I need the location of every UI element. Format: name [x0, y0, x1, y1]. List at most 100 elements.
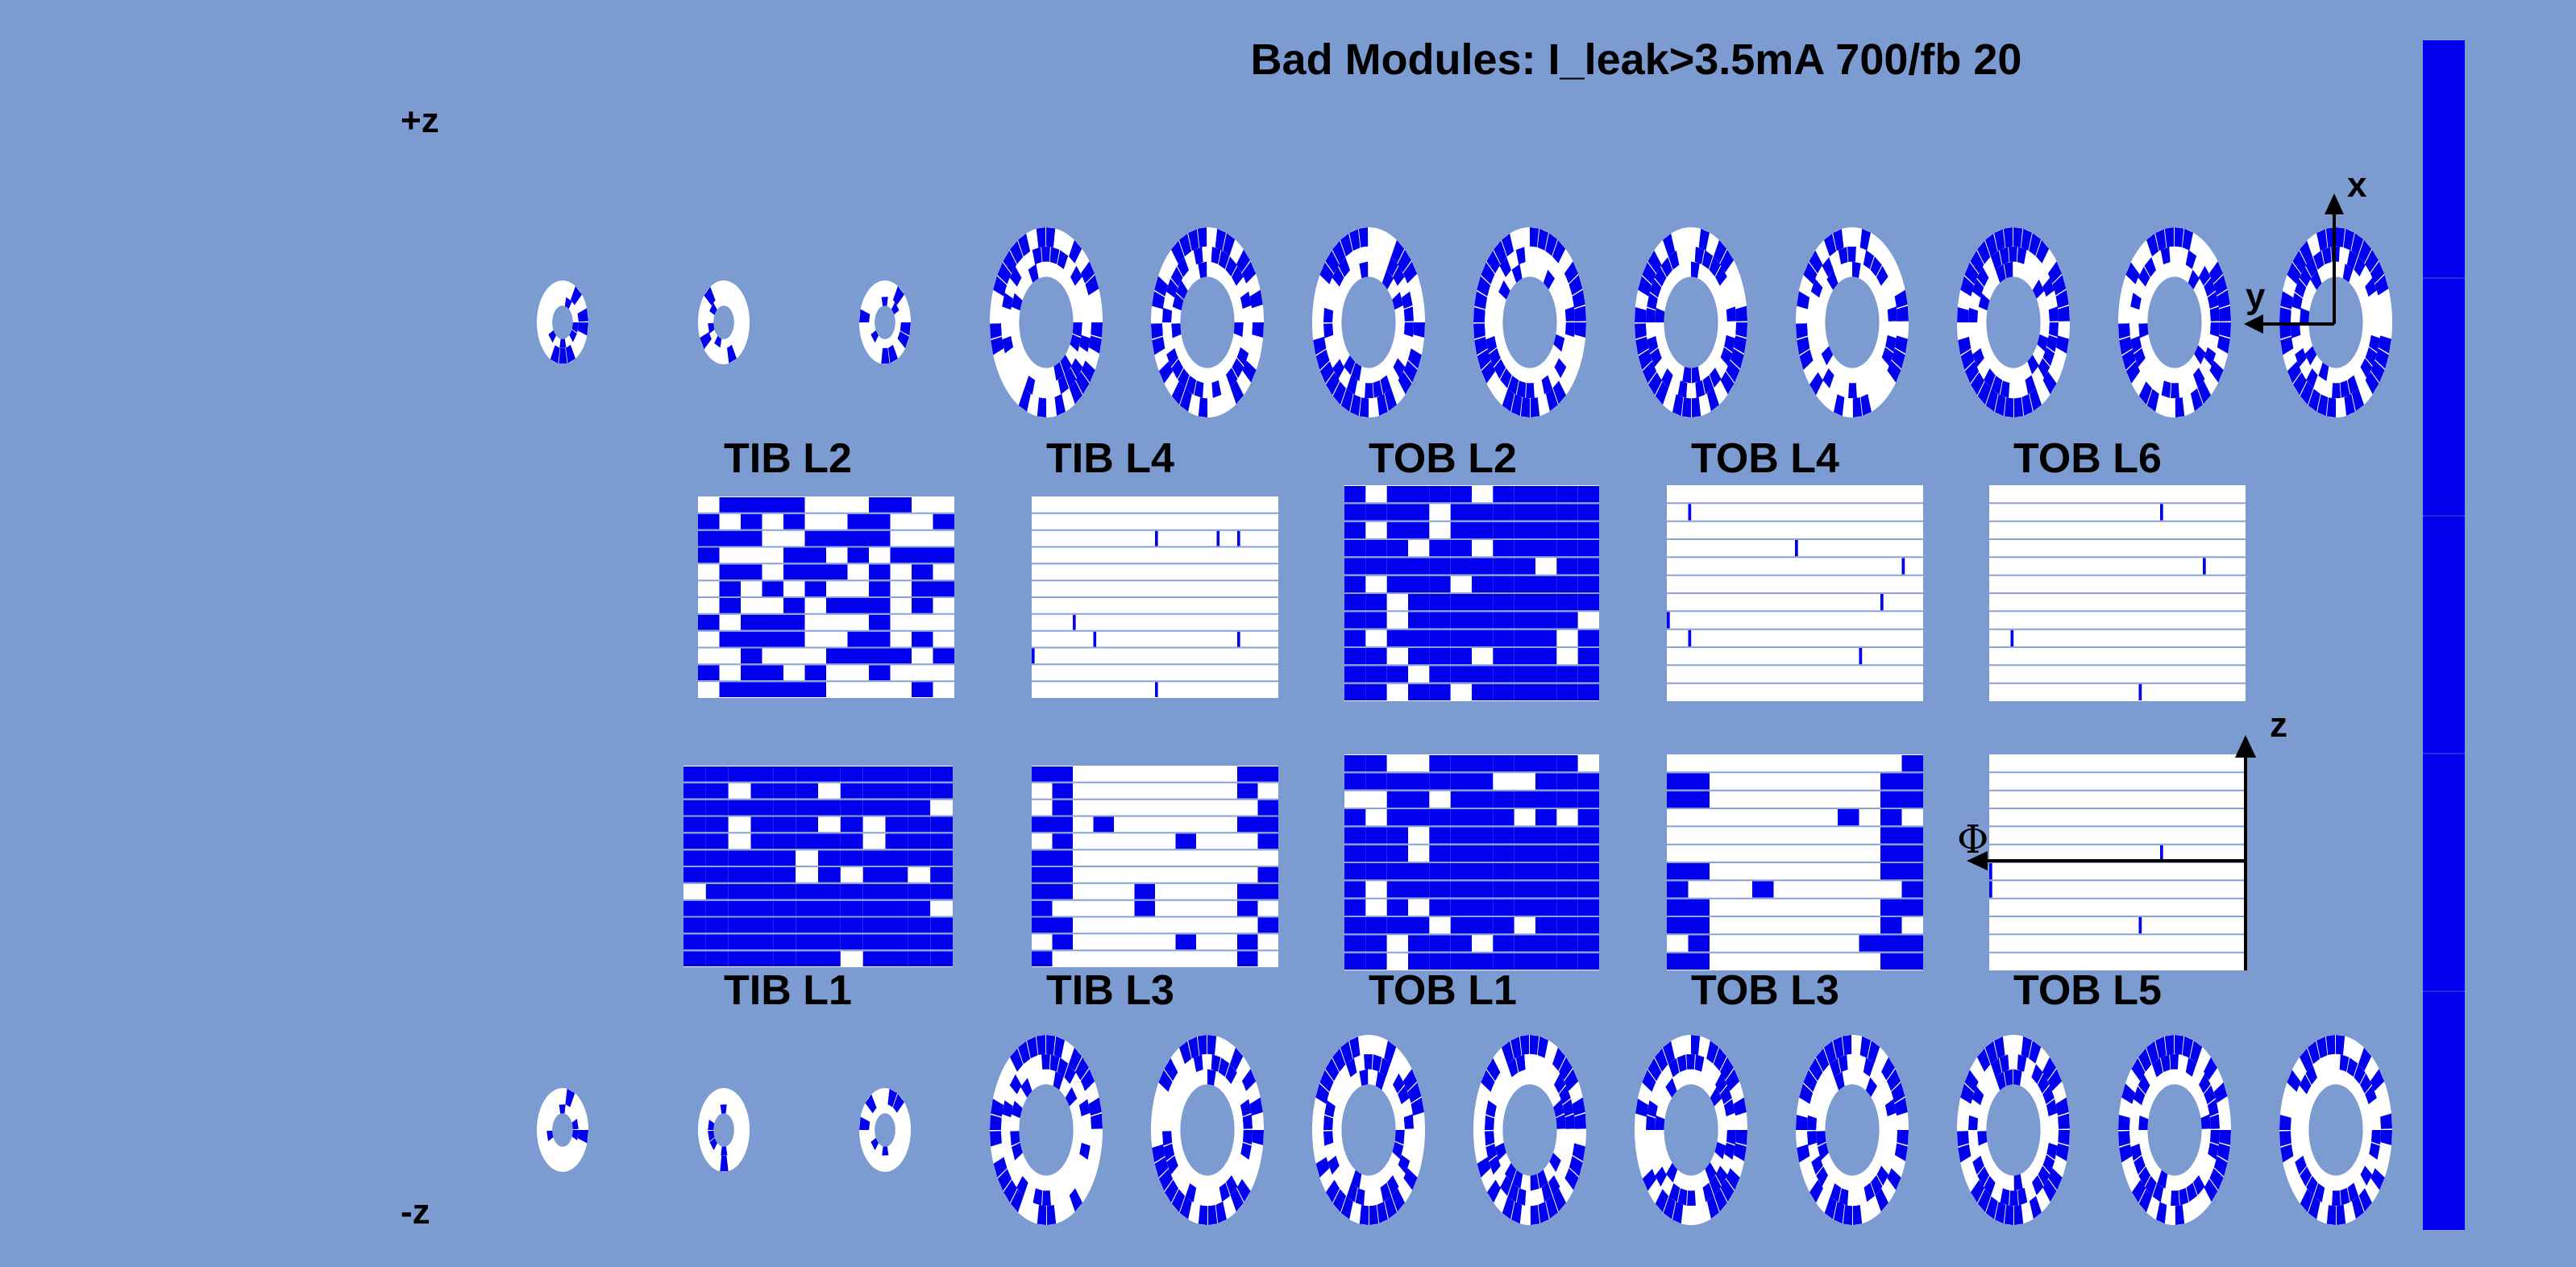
disk-module: [1720, 1085, 1732, 1105]
disk-module: [1249, 335, 1263, 354]
disk-module: [1315, 276, 1330, 297]
disk-module: [897, 1103, 909, 1121]
disk-module: [1152, 336, 1165, 355]
endcap-disk: [1796, 1035, 1909, 1225]
disk-module: [1178, 368, 1190, 388]
disk-module: [704, 1147, 717, 1166]
disk-module: [733, 322, 740, 333]
disk-module: [1171, 1048, 1185, 1072]
disk-module: [2150, 1162, 2162, 1183]
disk-module: [1485, 1115, 1494, 1130]
bad-module: [762, 631, 783, 647]
disk-module: [2321, 1054, 2332, 1073]
bad-module: [1237, 766, 1258, 782]
disk-module: [1163, 293, 1174, 310]
disk-module: [1536, 264, 1548, 283]
bad-module: [1667, 773, 1689, 790]
bad-module: [818, 934, 841, 950]
disk-module: [2326, 1205, 2336, 1225]
bad-module: [1901, 827, 1923, 844]
disk-module: [1088, 289, 1102, 309]
bad-module: [1344, 629, 1366, 646]
disk-module: [1369, 227, 1378, 247]
disk-module: [1545, 233, 1558, 256]
disk-module: [2371, 322, 2381, 338]
bad-module: [1577, 935, 1599, 952]
disk-module: [1015, 1153, 1028, 1174]
bad-module: [1535, 809, 1557, 826]
layer-label-tib-l1: TIB L1: [724, 967, 852, 1014]
disk-module: [1887, 306, 1897, 322]
disk-module: [1062, 1041, 1074, 1064]
disk-module: [1154, 349, 1169, 370]
bad-module: [826, 648, 848, 664]
disk-module: [1891, 275, 1905, 296]
disk-module: [1242, 1114, 1253, 1129]
bad-module: [930, 867, 953, 883]
bad-module: [804, 547, 826, 563]
disk-module: [1037, 1205, 1046, 1225]
disk-module: [1803, 1070, 1818, 1092]
disk-module: [888, 1152, 898, 1171]
endcap-disk: [2118, 1035, 2231, 1225]
disk-module: [1388, 1153, 1400, 1173]
disk-module: [1507, 376, 1519, 395]
disk-module: [1223, 388, 1236, 412]
disk-module: [1413, 322, 1425, 338]
disk-module: [1843, 397, 1852, 417]
disk-module: [2130, 1143, 2142, 1161]
bad-module: [719, 497, 741, 513]
bad-module: [750, 800, 774, 816]
disk-module: [1010, 308, 1020, 322]
disk-module: [1803, 361, 1818, 384]
disk-module: [1725, 1069, 1740, 1091]
bad-module: [1556, 791, 1578, 808]
bad-module: [1386, 809, 1408, 826]
disk-module: [1088, 1097, 1102, 1116]
disk-module: [698, 1116, 709, 1130]
disk-module: [1726, 1114, 1736, 1129]
disk-hole: [1019, 276, 1074, 368]
disk-module: [2300, 308, 2310, 322]
disk-module: [2029, 1041, 2042, 1064]
disk-module: [2178, 247, 2188, 264]
disk-module: [1988, 355, 2001, 376]
endcap-disk: [1312, 227, 1425, 417]
disk-module: [880, 280, 889, 297]
disk-hole: [2147, 276, 2202, 368]
disk-module: [1369, 1174, 1378, 1191]
bad-module: [1556, 540, 1578, 557]
disk-module: [1545, 388, 1558, 412]
disk-module: [1635, 291, 1649, 309]
disk-module: [1726, 360, 1740, 383]
disk-module: [2039, 1130, 2050, 1144]
disk-module: [1824, 1196, 1837, 1219]
disk-module: [1797, 1099, 1810, 1117]
disk-module: [1574, 1113, 1586, 1129]
disk-module: [1865, 1077, 1877, 1098]
disk-module: [1172, 1100, 1184, 1119]
disk-module: [1053, 1071, 1064, 1090]
bad-module: [1514, 629, 1535, 646]
disk-module: [2210, 1130, 2220, 1145]
disk-module: [1165, 1086, 1178, 1106]
disk-module: [726, 335, 734, 348]
bad-module: [840, 800, 863, 816]
disk-module: [1243, 1130, 1253, 1145]
disk-module: [1407, 1082, 1422, 1103]
disk-module: [1816, 1115, 1826, 1130]
disk-module: [887, 1104, 895, 1117]
disk-module: [1834, 1202, 1845, 1224]
bad-module: [1344, 612, 1366, 629]
disk-module: [1554, 358, 1567, 379]
disk-module: [564, 1104, 572, 1117]
disk-module: [1319, 1070, 1334, 1092]
endcap-disk: [1635, 227, 1747, 417]
disk-module: [1189, 1071, 1200, 1090]
disk-module: [1359, 1069, 1369, 1086]
disk-module: [1236, 1057, 1250, 1081]
disk-module: [1545, 1195, 1558, 1219]
disk-module: [1203, 1190, 1212, 1206]
disk-module: [1817, 293, 1829, 311]
disk-module: [997, 1169, 1012, 1191]
